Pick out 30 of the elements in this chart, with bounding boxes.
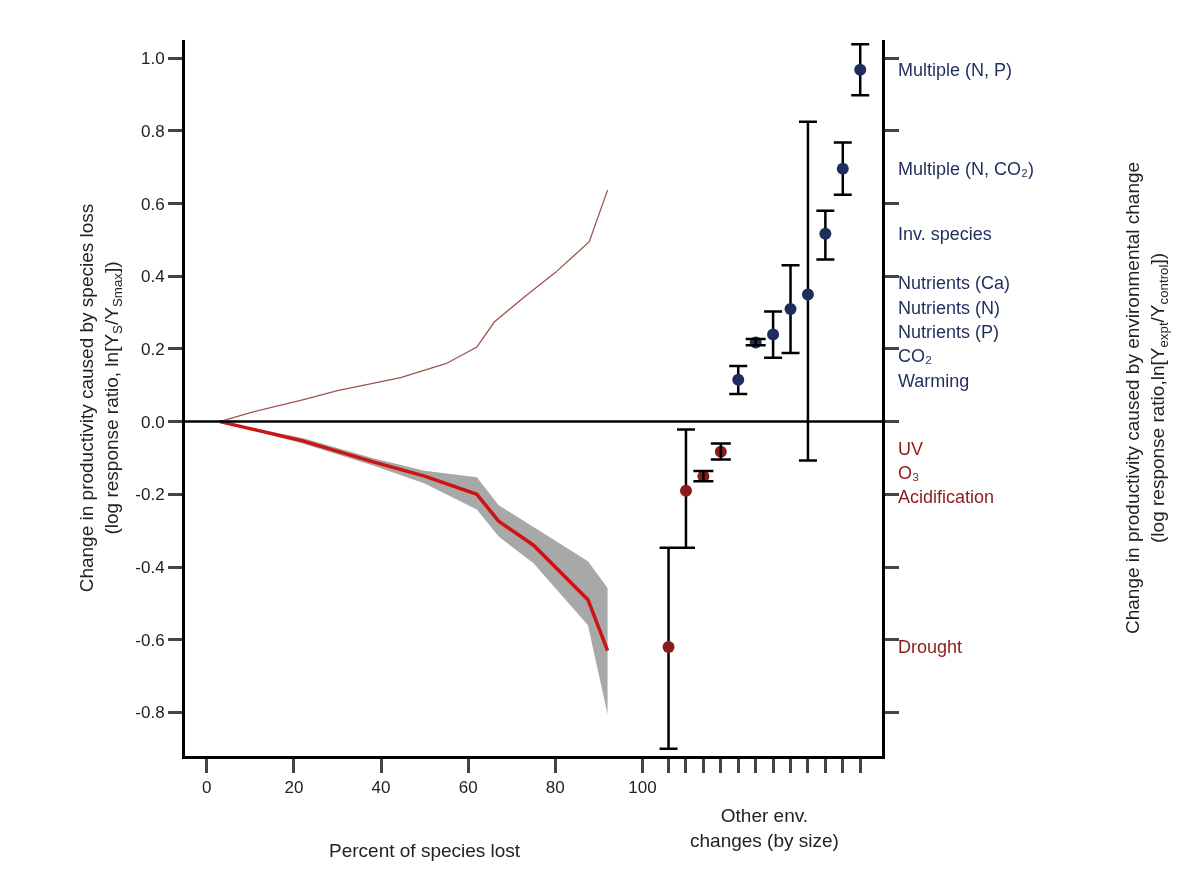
y-tick-label: -0.4 xyxy=(135,557,165,577)
text: Warming xyxy=(898,371,970,391)
x-tick-label: 100 xyxy=(628,778,657,798)
x-tick-label: 0 xyxy=(202,778,212,798)
text: O₃ xyxy=(898,463,920,483)
x2-axis-title: Other env. changes (by size) xyxy=(690,805,839,851)
text: CO₂ xyxy=(898,346,932,366)
text: Inv. species xyxy=(898,224,992,244)
x-tick-label: 60 xyxy=(458,778,478,798)
text: Nutrients (N) xyxy=(898,298,1001,318)
x-tick-label: 20 xyxy=(284,778,304,798)
text: Multiple (N, CO₂) xyxy=(898,159,1035,179)
y-tick-label: 0.2 xyxy=(140,339,165,359)
text: UV xyxy=(898,439,924,459)
series-label: Multiple (N, P) xyxy=(898,60,1013,80)
x-axis-title: Percent of species lost xyxy=(329,840,521,861)
y-tick-label: -0.8 xyxy=(135,703,165,723)
text: Nutrients (P) xyxy=(898,322,1000,342)
text: Drought xyxy=(898,637,963,657)
x-tick-label: 80 xyxy=(545,778,565,798)
y-tick-label: 0.8 xyxy=(140,121,165,141)
x-tick-label: 40 xyxy=(371,778,391,798)
y-tick-label: 0.4 xyxy=(140,267,165,287)
y-tick-label: 0.6 xyxy=(140,194,165,214)
text: Nutrients (Ca) xyxy=(898,273,1011,293)
y-tick-label: 1.0 xyxy=(140,49,165,69)
y-tick-label: 0.0 xyxy=(140,412,165,432)
y-tick-label: -0.2 xyxy=(135,485,165,505)
y-tick-label: -0.6 xyxy=(135,630,165,650)
text: Acidification xyxy=(898,487,995,507)
